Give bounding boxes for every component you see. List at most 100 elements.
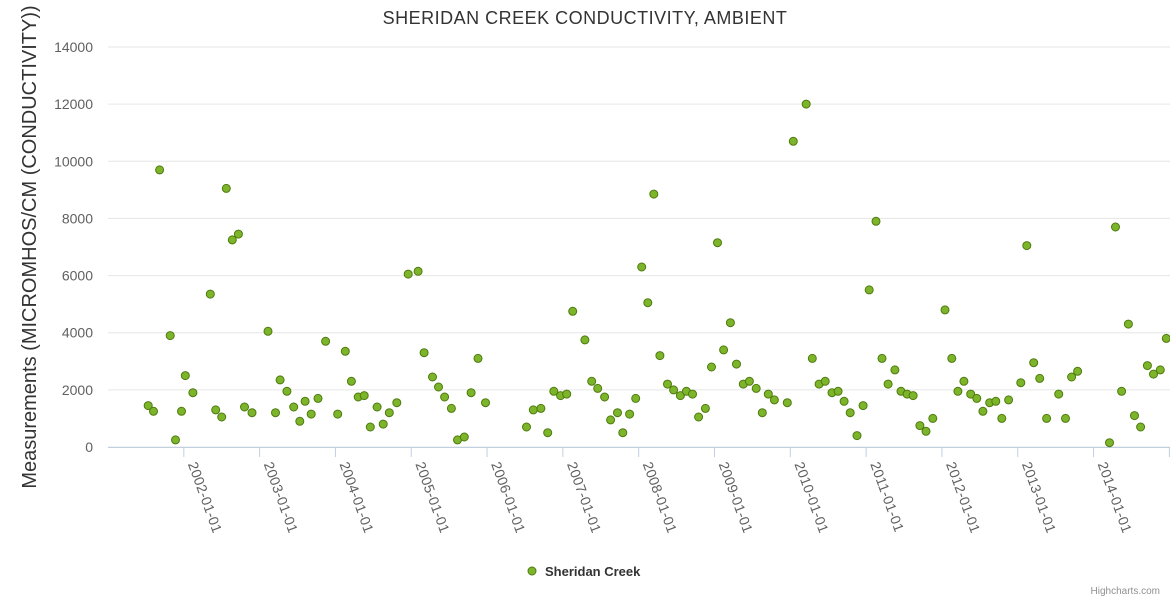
data-point[interactable] xyxy=(165,331,175,341)
data-point[interactable] xyxy=(205,289,215,299)
data-point[interactable] xyxy=(858,401,868,411)
data-point[interactable] xyxy=(707,362,716,372)
data-point[interactable] xyxy=(428,372,437,382)
data-point[interactable] xyxy=(940,305,950,315)
data-point[interactable] xyxy=(171,435,180,445)
data-point[interactable] xyxy=(473,353,483,363)
data-point[interactable] xyxy=(839,396,849,406)
data-point[interactable] xyxy=(365,422,375,432)
data-point[interactable] xyxy=(852,431,862,441)
data-point[interactable] xyxy=(883,379,893,389)
data-point[interactable] xyxy=(643,298,653,308)
data-point[interactable] xyxy=(289,402,299,412)
data-point[interactable] xyxy=(587,376,597,386)
data-point[interactable] xyxy=(649,189,659,199)
data-point[interactable] xyxy=(953,386,963,396)
data-point[interactable] xyxy=(675,391,685,401)
data-point[interactable] xyxy=(763,389,773,399)
data-point[interactable] xyxy=(413,266,423,276)
data-point[interactable] xyxy=(1136,422,1146,432)
data-point[interactable] xyxy=(606,415,616,425)
data-point[interactable] xyxy=(403,269,413,279)
data-point[interactable] xyxy=(921,426,931,436)
data-point[interactable] xyxy=(149,406,158,416)
data-point[interactable] xyxy=(782,398,792,408)
data-point[interactable] xyxy=(613,408,622,418)
data-point[interactable] xyxy=(306,409,316,419)
data-point[interactable] xyxy=(180,371,190,381)
data-point[interactable] xyxy=(725,318,735,328)
data-point[interactable] xyxy=(378,419,388,429)
data-point[interactable] xyxy=(744,376,754,386)
data-point[interactable] xyxy=(155,165,165,175)
data-point[interactable] xyxy=(663,379,672,389)
data-point[interactable] xyxy=(908,391,918,401)
data-point[interactable] xyxy=(233,229,243,239)
data-point[interactable] xyxy=(757,408,767,418)
data-point[interactable] xyxy=(637,262,647,272)
data-point[interactable] xyxy=(221,183,231,193)
data-point[interactable] xyxy=(211,405,221,415)
data-point[interactable] xyxy=(966,389,976,399)
data-point[interactable] xyxy=(522,422,531,432)
data-point[interactable] xyxy=(807,353,817,363)
series-sheridan-creek[interactable] xyxy=(143,99,1170,448)
data-point[interactable] xyxy=(313,393,323,403)
data-point[interactable] xyxy=(1105,438,1114,448)
data-point[interactable] xyxy=(459,432,469,442)
data-point[interactable] xyxy=(346,376,356,386)
data-point[interactable] xyxy=(282,386,292,396)
data-point[interactable] xyxy=(631,393,641,403)
data-point[interactable] xyxy=(1004,395,1014,405)
data-point[interactable] xyxy=(384,408,394,418)
data-point[interactable] xyxy=(300,396,310,406)
data-point[interactable] xyxy=(820,376,830,386)
data-point[interactable] xyxy=(321,336,331,346)
data-point[interactable] xyxy=(959,376,969,386)
data-point[interactable] xyxy=(618,428,628,438)
data-point[interactable] xyxy=(833,386,843,396)
data-point[interactable] xyxy=(247,408,257,418)
data-point[interactable] xyxy=(217,412,227,422)
data-point[interactable] xyxy=(871,216,881,226)
data-point[interactable] xyxy=(713,238,722,248)
data-point[interactable] xyxy=(263,326,273,336)
data-point[interactable] xyxy=(890,365,900,375)
data-point[interactable] xyxy=(1149,369,1158,379)
data-point[interactable] xyxy=(1054,389,1064,399)
data-point[interactable] xyxy=(1022,241,1032,251)
data-point[interactable] xyxy=(568,306,578,316)
data-point[interactable] xyxy=(372,402,382,412)
data-point[interactable] xyxy=(688,389,697,399)
data-point[interactable] xyxy=(1029,358,1039,368)
data-point[interactable] xyxy=(845,408,855,418)
data-point[interactable] xyxy=(177,406,186,416)
data-point[interactable] xyxy=(188,388,198,398)
data-point[interactable] xyxy=(1042,413,1052,423)
data-point[interactable] xyxy=(434,382,443,392)
data-point[interactable] xyxy=(655,351,665,361)
data-point[interactable] xyxy=(1142,361,1152,371)
data-point[interactable] xyxy=(240,402,249,412)
data-point[interactable] xyxy=(143,401,153,411)
data-point[interactable] xyxy=(543,428,553,438)
data-point[interactable] xyxy=(580,335,590,345)
data-point[interactable] xyxy=(915,421,925,431)
credits-link[interactable]: Highcharts.com xyxy=(1091,586,1160,597)
data-point[interactable] xyxy=(419,348,429,358)
data-point[interactable] xyxy=(275,375,285,385)
data-point[interactable] xyxy=(536,403,546,413)
data-point[interactable] xyxy=(997,413,1007,423)
data-point[interactable] xyxy=(625,409,635,419)
data-point[interactable] xyxy=(669,385,679,395)
data-point[interactable] xyxy=(1155,365,1165,375)
legend-item-sheridan-creek[interactable]: Sheridan Creek xyxy=(545,564,641,579)
data-point[interactable] xyxy=(392,398,402,408)
data-point[interactable] xyxy=(1073,366,1083,376)
data-point[interactable] xyxy=(593,383,603,393)
data-point[interactable] xyxy=(1123,319,1133,329)
data-point[interactable] xyxy=(928,413,938,423)
data-point[interactable] xyxy=(1111,222,1120,232)
data-point[interactable] xyxy=(991,396,1001,406)
data-point[interactable] xyxy=(1117,386,1127,396)
